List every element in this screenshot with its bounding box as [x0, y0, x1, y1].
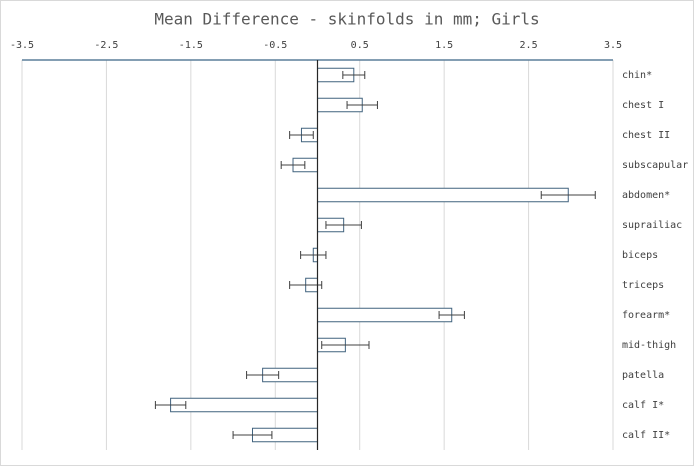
- y-tick-label: abdomen*: [622, 190, 670, 201]
- y-tick-label: chin*: [622, 70, 652, 81]
- y-tick-label: calf I*: [622, 400, 664, 411]
- x-tick-label: 1.5: [435, 40, 453, 51]
- x-tick-label: 3.5: [604, 40, 622, 51]
- error-bar: [300, 251, 327, 259]
- error-bar: [289, 281, 323, 289]
- y-tick-label: calf II*: [622, 430, 670, 441]
- error-bar: [154, 401, 187, 409]
- y-tick-label: mid-thigh: [622, 340, 676, 351]
- error-bar: [280, 161, 306, 169]
- bar: [170, 397, 318, 413]
- y-tick-label: suprailiac: [622, 220, 682, 231]
- y-tick-label: triceps: [622, 280, 664, 291]
- bar: [317, 307, 453, 323]
- y-tick-label: biceps: [622, 250, 658, 261]
- error-bar: [246, 371, 280, 379]
- x-tick-label: -1.5: [179, 40, 203, 51]
- y-tick-label: chest I: [622, 100, 664, 111]
- y-tick-label: subscapular: [622, 160, 688, 171]
- chart-title: Mean Difference - skinfolds in mm; Girls: [154, 10, 539, 29]
- y-tick-label: forearm*: [622, 310, 670, 321]
- y-tick-label: chest II: [622, 130, 670, 141]
- error-bar: [232, 431, 273, 439]
- error-bar: [321, 341, 370, 349]
- error-bar: [346, 101, 378, 109]
- y-tick-label: patella: [622, 370, 664, 381]
- x-tick-label: -3.5: [10, 40, 34, 51]
- error-bar: [540, 191, 596, 199]
- error-bar: [342, 71, 366, 79]
- error-bar: [325, 221, 362, 229]
- bar: [317, 187, 569, 203]
- error-bar: [289, 131, 314, 139]
- x-tick-label: 2.5: [520, 40, 538, 51]
- x-tick-label: -2.5: [94, 40, 118, 51]
- error-bar: [438, 311, 465, 319]
- x-tick-label: 0.5: [351, 40, 369, 51]
- x-tick-label: -0.5: [263, 40, 287, 51]
